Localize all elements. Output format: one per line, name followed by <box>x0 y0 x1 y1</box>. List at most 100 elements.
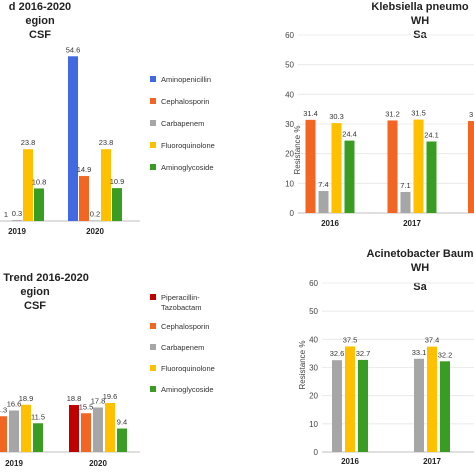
legend-label: Carbapenem <box>161 119 204 128</box>
chart-title-line: Klebsiella pneumo <box>371 1 468 13</box>
legend-label: Aminopenicillin <box>161 75 211 84</box>
y-tick-label: 60 <box>285 31 294 40</box>
bar <box>34 188 44 221</box>
data-label: 10.8 <box>32 177 47 186</box>
bar <box>105 403 115 452</box>
legend-label: Aminoglycoside <box>161 385 214 394</box>
chart-title-line: d 2016-2020 <box>9 1 71 13</box>
bar <box>21 404 31 452</box>
bar <box>440 361 450 452</box>
legend-swatch <box>150 386 156 392</box>
chart-title-line: Acinetobacter Baum <box>367 248 474 260</box>
data-label: 7.4 <box>318 180 328 189</box>
y-tick-label: 60 <box>309 279 318 288</box>
x-tick-label: 2016 <box>321 219 339 228</box>
legend-swatch <box>150 98 156 104</box>
data-label: 23.8 <box>21 138 36 147</box>
legend-label: Carbapenem <box>161 343 204 352</box>
bar <box>318 191 329 213</box>
bar <box>413 119 424 213</box>
legend-swatch <box>150 142 156 148</box>
x-tick-label: 2019 <box>8 227 26 236</box>
bar <box>101 149 111 221</box>
data-label: 4.3 <box>0 405 7 414</box>
legend-label: Fluoroquinolone <box>161 364 215 373</box>
chart-title-line: WH <box>411 262 429 274</box>
y-tick-label: 0 <box>314 448 319 457</box>
bar <box>426 141 437 213</box>
chart-title-line: CSF <box>29 29 51 41</box>
data-label: 37.5 <box>343 335 358 344</box>
data-label: 0.3 <box>12 209 22 218</box>
legend-swatch <box>150 120 156 126</box>
legend-swatch <box>150 365 156 371</box>
legend-label: Piperacillin- <box>161 293 200 302</box>
x-tick-label: 2017 <box>403 219 421 228</box>
bar <box>358 359 368 452</box>
legend-label: Tazobactam <box>161 303 201 312</box>
data-label: 24.4 <box>342 130 357 139</box>
bar <box>331 123 342 213</box>
bar <box>400 191 411 213</box>
legend-label: Cephalosporin <box>161 322 209 331</box>
x-tick-label: 2019 <box>5 459 23 468</box>
bar <box>93 407 103 452</box>
legend-swatch <box>150 344 156 350</box>
bar <box>427 346 437 452</box>
chart-title-line: egion <box>25 15 55 27</box>
chart-title-line: e % Trend 2016-2020 <box>0 272 89 284</box>
y-tick-label: 0 <box>290 209 295 218</box>
bar <box>112 188 122 221</box>
bar <box>68 56 78 221</box>
chart-0: d 2016-2020 egion CSF 1 0.3 23.8 10.8 2019 54.6 1… <box>0 1 215 236</box>
bar <box>9 410 19 452</box>
x-tick-label: 2016 <box>341 457 359 466</box>
data-label: 1 <box>4 210 8 219</box>
data-label: 18.8 <box>67 394 82 403</box>
data-label: 17.8 <box>91 397 106 406</box>
chart-title-line: WH <box>411 15 429 27</box>
bar <box>81 413 91 452</box>
chart-title-line: egion <box>20 286 50 298</box>
bar <box>345 346 355 452</box>
y-tick-label: 10 <box>285 179 294 188</box>
chart-title-line: CSF <box>24 300 46 312</box>
y-tick-label: 10 <box>309 420 318 429</box>
data-label: 32.7 <box>356 349 371 358</box>
legend-swatch <box>150 76 156 82</box>
data-label: 0.2 <box>90 209 100 218</box>
legend-label: Aminoglycoside <box>161 163 214 172</box>
data-label: 3 <box>469 110 473 119</box>
chart-title-line: Sa <box>413 281 427 293</box>
x-tick-label: 2020 <box>86 227 104 236</box>
y-tick-label: 20 <box>309 392 318 401</box>
bar <box>23 149 33 221</box>
bar <box>387 120 398 213</box>
y-tick-label: 40 <box>285 90 294 99</box>
data-label: 30.3 <box>329 112 344 121</box>
data-label: 32.6 <box>330 349 345 358</box>
y-tick-label: 30 <box>309 364 318 373</box>
data-label: 24.1 <box>424 131 439 140</box>
data-label: 31.2 <box>385 109 400 118</box>
data-label: 9.4 <box>117 418 127 427</box>
bar <box>33 423 43 452</box>
data-label: 31.4 <box>303 109 318 118</box>
data-label: 32.2 <box>438 350 453 359</box>
bar <box>0 416 7 452</box>
x-tick-label: 2020 <box>89 459 107 468</box>
bar <box>117 428 127 452</box>
legend-label: Cephalosporin <box>161 97 209 106</box>
y-axis-label: Resistance % <box>293 126 302 175</box>
bar <box>344 140 355 213</box>
data-label: 7.1 <box>400 181 410 190</box>
chart-3: Acinetobacter Baum WH Sa 0 10 20 30 40 50 60 Resis… <box>298 248 474 466</box>
legend-swatch <box>150 164 156 170</box>
x-tick-label: 2017 <box>423 457 441 466</box>
y-tick-label: 50 <box>309 307 318 316</box>
y-tick-label: 30 <box>285 120 294 129</box>
data-label: 14.9 <box>77 165 92 174</box>
data-label: 10.9 <box>110 177 125 186</box>
data-label: 54.6 <box>66 45 81 54</box>
